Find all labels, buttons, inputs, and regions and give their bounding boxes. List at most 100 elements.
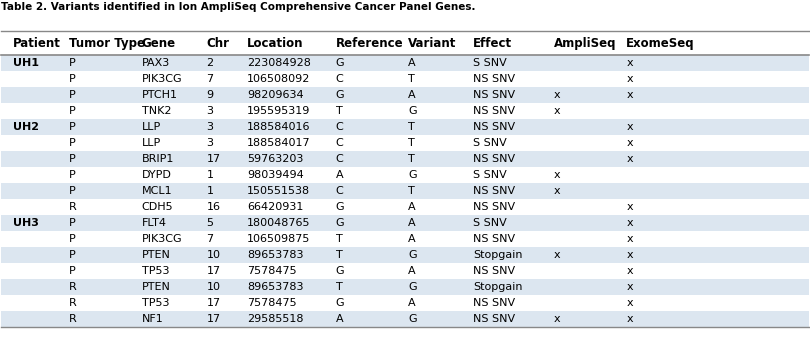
Text: 106508092: 106508092 — [247, 74, 310, 84]
Text: NS SNV: NS SNV — [473, 202, 515, 212]
Text: 7: 7 — [207, 74, 214, 84]
Text: 10: 10 — [207, 250, 220, 260]
Text: 98039494: 98039494 — [247, 170, 304, 180]
Text: P: P — [69, 138, 76, 148]
Text: G: G — [335, 218, 344, 228]
Text: x: x — [626, 266, 633, 276]
Text: 89653783: 89653783 — [247, 282, 303, 292]
Text: P: P — [69, 250, 76, 260]
Bar — [2, 279, 808, 295]
Text: Stopgain: Stopgain — [473, 282, 522, 292]
Text: A: A — [408, 90, 416, 100]
Text: x: x — [553, 106, 561, 116]
Text: x: x — [626, 138, 633, 148]
Bar — [2, 311, 808, 327]
Text: S SNV: S SNV — [473, 58, 506, 68]
Text: A: A — [335, 170, 343, 180]
Text: A: A — [335, 314, 343, 324]
Text: P: P — [69, 74, 76, 84]
Text: G: G — [335, 298, 344, 308]
Text: NS SNV: NS SNV — [473, 106, 515, 116]
Text: PIK3CG: PIK3CG — [142, 74, 182, 84]
Text: Patient: Patient — [13, 37, 61, 50]
Text: Chr: Chr — [207, 37, 229, 50]
Text: 3: 3 — [207, 122, 213, 132]
Text: FLT4: FLT4 — [142, 218, 167, 228]
Text: G: G — [408, 314, 417, 324]
Text: 59763203: 59763203 — [247, 154, 303, 164]
Text: PTEN: PTEN — [142, 250, 171, 260]
Text: x: x — [626, 74, 633, 84]
Text: G: G — [408, 106, 417, 116]
Bar — [2, 263, 808, 279]
Text: TNK2: TNK2 — [142, 106, 172, 116]
Text: 1: 1 — [207, 170, 213, 180]
Text: P: P — [69, 58, 76, 68]
Text: x: x — [626, 282, 633, 292]
Text: 7578475: 7578475 — [247, 266, 296, 276]
Text: NS SNV: NS SNV — [473, 74, 515, 84]
Text: LLP: LLP — [142, 138, 161, 148]
Text: x: x — [626, 90, 633, 100]
Text: x: x — [626, 218, 633, 228]
Text: Location: Location — [247, 37, 303, 50]
Text: NS SNV: NS SNV — [473, 266, 515, 276]
Text: A: A — [408, 234, 416, 244]
Text: T: T — [408, 186, 415, 196]
Text: S SNV: S SNV — [473, 170, 506, 180]
Text: C: C — [335, 154, 343, 164]
Text: 66420931: 66420931 — [247, 202, 303, 212]
Text: x: x — [626, 250, 633, 260]
Text: 17: 17 — [207, 266, 220, 276]
Text: 17: 17 — [207, 154, 220, 164]
Bar — [2, 87, 808, 103]
Text: G: G — [335, 58, 344, 68]
Bar — [2, 119, 808, 135]
Bar — [2, 215, 808, 231]
Text: P: P — [69, 170, 76, 180]
Text: AmpliSeq: AmpliSeq — [553, 37, 616, 50]
Text: x: x — [553, 90, 561, 100]
Text: G: G — [335, 90, 344, 100]
Text: T: T — [408, 138, 415, 148]
Text: C: C — [335, 122, 343, 132]
Text: A: A — [408, 266, 416, 276]
Text: 16: 16 — [207, 202, 220, 212]
Text: 7: 7 — [207, 234, 214, 244]
Text: S SNV: S SNV — [473, 218, 506, 228]
Bar — [2, 183, 808, 199]
Text: Stopgain: Stopgain — [473, 250, 522, 260]
Text: Gene: Gene — [142, 37, 176, 50]
Text: NS SNV: NS SNV — [473, 122, 515, 132]
Text: TP53: TP53 — [142, 266, 169, 276]
Text: A: A — [408, 218, 416, 228]
Text: 2: 2 — [207, 58, 214, 68]
Text: P: P — [69, 266, 76, 276]
Text: NS SNV: NS SNV — [473, 314, 515, 324]
Text: P: P — [69, 106, 76, 116]
Text: P: P — [69, 186, 76, 196]
Text: 188584016: 188584016 — [247, 122, 310, 132]
Text: x: x — [626, 314, 633, 324]
Text: 223084928: 223084928 — [247, 58, 311, 68]
Bar — [2, 247, 808, 263]
Text: G: G — [408, 170, 417, 180]
Text: x: x — [553, 314, 561, 324]
Text: 3: 3 — [207, 138, 213, 148]
Text: NS SNV: NS SNV — [473, 90, 515, 100]
Text: A: A — [408, 58, 416, 68]
Text: 106509875: 106509875 — [247, 234, 310, 244]
Text: x: x — [553, 170, 561, 180]
Text: x: x — [626, 58, 633, 68]
Text: 10: 10 — [207, 282, 220, 292]
Text: ExomeSeq: ExomeSeq — [626, 37, 695, 50]
Text: NF1: NF1 — [142, 314, 164, 324]
Text: R: R — [69, 202, 77, 212]
Text: 150551538: 150551538 — [247, 186, 310, 196]
Text: 29585518: 29585518 — [247, 314, 303, 324]
Text: UH3: UH3 — [13, 218, 39, 228]
Bar — [2, 167, 808, 183]
Text: T: T — [335, 234, 343, 244]
Text: NS SNV: NS SNV — [473, 186, 515, 196]
Bar — [2, 231, 808, 247]
